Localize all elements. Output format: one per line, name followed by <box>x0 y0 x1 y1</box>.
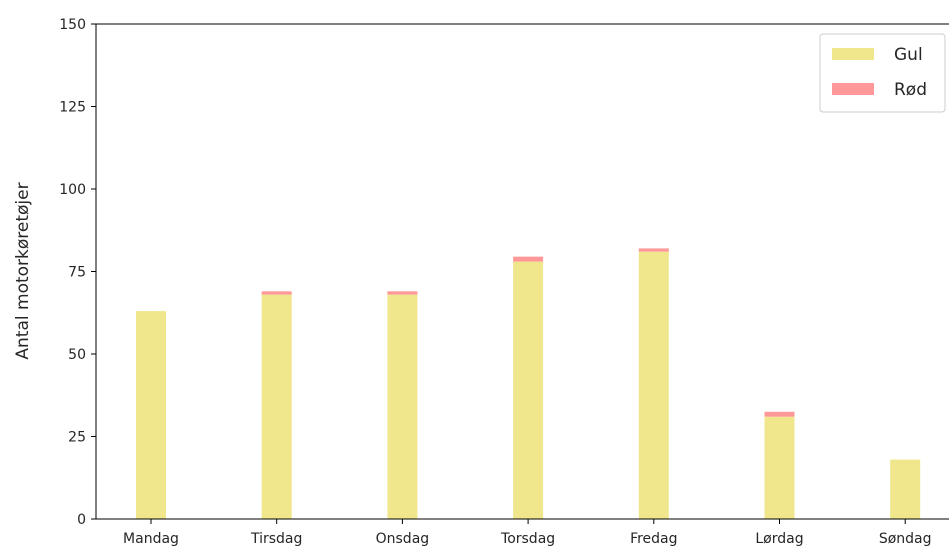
y-tick-label: 25 <box>68 430 86 446</box>
x-ticks: Mandag Tirsdag Onsdag Torsdag Fredag Lørdag Sø… <box>123 519 932 547</box>
x-tick-label: Søndag <box>879 531 932 547</box>
bar-gul-1 <box>261 294 292 519</box>
legend-frame <box>819 33 946 113</box>
y-tick-label: 125 <box>59 100 86 116</box>
y-tick-label: 0 <box>77 512 86 528</box>
bar-r-d-3 <box>513 256 544 262</box>
bar-gul-2 <box>387 294 418 519</box>
x-tick-label: Torsdag <box>500 531 555 547</box>
bar-gul-4 <box>638 251 669 519</box>
bar-gul-0 <box>136 311 166 519</box>
bar-gul-6 <box>890 459 921 519</box>
bar-r-d-4 <box>638 248 669 252</box>
y-ticks: 0 25 50 75 100 125 150 <box>59 17 96 528</box>
legend-swatch-gul <box>832 48 874 60</box>
x-tick-label: Fredag <box>630 531 677 547</box>
y-axis-label: Antal motorkøretøjer <box>13 182 33 359</box>
legend-swatch-r-d <box>832 83 874 95</box>
legend-label: Rød <box>894 80 927 100</box>
bar-r-d-1 <box>261 291 292 295</box>
bar-gul-5 <box>764 416 795 519</box>
x-tick-label: Mandag <box>123 531 179 547</box>
bars-group <box>136 248 921 519</box>
x-tick-label: Lørdag <box>755 531 803 547</box>
bar-r-d-5 <box>764 411 795 417</box>
x-tick-label: Tirsdag <box>250 531 302 547</box>
y-tick-label: 100 <box>59 182 86 198</box>
y-tick-label: 50 <box>68 347 86 363</box>
legend-label: Gul <box>894 45 923 65</box>
legend: Gul Rød <box>819 33 946 113</box>
y-tick-label: 150 <box>59 17 86 33</box>
x-tick-label: Onsdag <box>376 531 430 547</box>
y-tick-label: 75 <box>68 265 86 281</box>
bar-r-d-2 <box>387 291 418 295</box>
bar-gul-3 <box>513 261 544 519</box>
